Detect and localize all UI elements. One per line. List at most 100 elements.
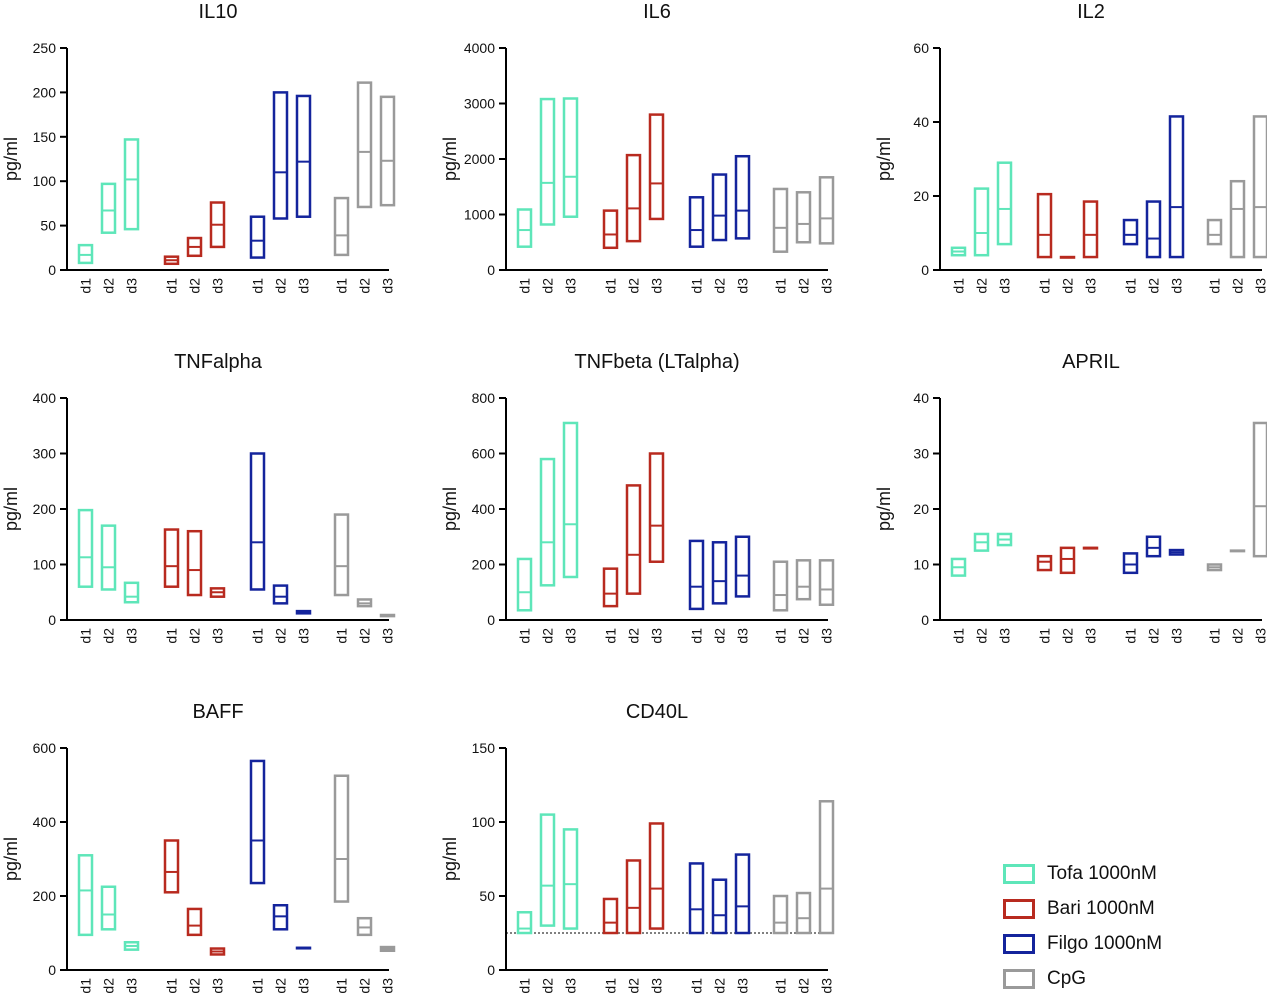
legend: Tofa 1000nM Bari 1000nM Filgo 1000nM CpG (1003, 856, 1263, 996)
x-tick-label: d1 (1037, 628, 1053, 644)
x-tick-label: d2 (187, 628, 203, 644)
y-tick-label: 800 (472, 390, 496, 406)
y-axis-label: pg/ml (440, 137, 460, 181)
x-tick-label: d1 (164, 628, 180, 644)
range-bar (648, 113, 665, 221)
x-tick-label: d1 (1123, 628, 1139, 644)
y-tick-label: 0 (48, 612, 56, 628)
range-bar (648, 822, 665, 930)
x-tick-label: d2 (273, 978, 289, 994)
y-tick-label: 600 (472, 446, 496, 462)
legend-item-cpg: CpG (1003, 961, 1263, 996)
range-bar (772, 187, 789, 253)
range-bar (77, 854, 94, 937)
x-tick-label: d2 (101, 278, 117, 294)
x-tick-label: d1 (773, 628, 789, 644)
range-bar (562, 421, 579, 579)
range-bar (602, 209, 619, 250)
x-tick-label: d1 (517, 628, 533, 644)
x-tick-label: d1 (1207, 628, 1223, 644)
range-bar (602, 897, 619, 935)
x-tick-label: d2 (1230, 628, 1246, 644)
legend-item-filgo: Filgo 1000nM (1003, 926, 1263, 961)
range-bar (295, 94, 312, 218)
x-tick-label: d1 (689, 278, 705, 294)
x-tick-label: d1 (250, 628, 266, 644)
range-bar (1252, 421, 1267, 558)
legend-label-bari: Bari 1000nM (1047, 897, 1155, 919)
legend-label-filgo: Filgo 1000nM (1047, 932, 1163, 954)
y-tick-label: 300 (33, 446, 57, 462)
chart-title: IL2 (1077, 1, 1105, 23)
chart-title: TNFbeta (LTalpha) (574, 351, 739, 373)
y-tick-label: 400 (33, 814, 57, 830)
range-bar (100, 885, 117, 931)
x-tick-label: d2 (712, 628, 728, 644)
y-axis-label: pg/ml (1, 137, 21, 181)
x-tick-label: d2 (357, 978, 373, 994)
range-bar (1036, 554, 1053, 572)
x-tick-label: d2 (540, 628, 556, 644)
x-tick-label: d1 (517, 278, 533, 294)
y-tick-label: 1000 (464, 207, 495, 223)
x-tick-label: d3 (563, 278, 579, 294)
x-tick-label: d3 (563, 628, 579, 644)
range-bar (625, 859, 642, 935)
y-tick-label: 10 (913, 557, 929, 573)
y-tick-label: 0 (921, 262, 929, 278)
x-tick-label: d3 (735, 628, 751, 644)
range-bar (1145, 535, 1162, 558)
x-tick-label: d3 (210, 628, 226, 644)
chart-panel-3: TNFalpha pg/ml 0 100 200 300 400 d1 d2 d3 d1 d2 d3 d1… (1, 351, 396, 644)
x-tick-label: d1 (334, 978, 350, 994)
y-tick-label: 400 (33, 390, 57, 406)
chart-title: TNFalpha (174, 351, 263, 373)
range-bar (818, 800, 835, 935)
y-tick-label: 200 (33, 84, 57, 100)
range-bar (123, 581, 140, 604)
x-tick-label: d2 (540, 978, 556, 994)
y-axis-label: pg/ml (440, 837, 460, 881)
legend-swatch-bari (1003, 898, 1035, 919)
x-tick-label: d3 (735, 278, 751, 294)
x-tick-label: d1 (773, 978, 789, 994)
x-tick-label: d1 (773, 278, 789, 294)
range-bar (77, 508, 94, 588)
range-bar (973, 187, 990, 257)
range-bar (688, 862, 705, 935)
x-tick-label: d2 (1060, 278, 1076, 294)
range-bar (1206, 218, 1223, 246)
x-tick-label: d2 (273, 628, 289, 644)
x-tick-label: d1 (1207, 278, 1223, 294)
x-tick-label: d1 (334, 278, 350, 294)
chart-panel-2: IL2 pg/ml 0 20 40 60 d1 d2 d3 d1 d2 d3 d1 d2 d3 d1 d2 d3 (874, 1, 1267, 294)
range-bar (562, 97, 579, 218)
range-bar (272, 91, 289, 220)
x-tick-label: d1 (517, 978, 533, 994)
range-bar (818, 559, 835, 606)
range-bar (516, 557, 533, 612)
y-tick-label: 0 (48, 262, 56, 278)
x-tick-label: d1 (78, 278, 94, 294)
x-tick-label: d2 (1230, 278, 1246, 294)
x-tick-label: d2 (626, 628, 642, 644)
range-bar (333, 774, 350, 903)
x-tick-label: d3 (1253, 278, 1267, 294)
x-tick-label: d2 (974, 628, 990, 644)
range-bar (1082, 200, 1099, 259)
range-bar (734, 535, 751, 598)
range-bar (734, 154, 751, 240)
range-bar (516, 208, 533, 248)
y-tick-label: 0 (487, 262, 495, 278)
range-bar (711, 173, 728, 242)
x-tick-label: d3 (380, 278, 396, 294)
y-tick-label: 100 (472, 814, 496, 830)
range-bar (1229, 179, 1246, 259)
x-tick-label: d3 (819, 278, 835, 294)
legend-item-bari: Bari 1000nM (1003, 891, 1263, 926)
y-tick-label: 0 (487, 612, 495, 628)
chart-panel-0: IL10 pg/ml 0 50 100 150 200 250 d1 d2 d3 d1 d2 d3 d1 d2… (1, 1, 396, 294)
range-bar (163, 528, 180, 588)
y-tick-label: 150 (33, 129, 57, 145)
